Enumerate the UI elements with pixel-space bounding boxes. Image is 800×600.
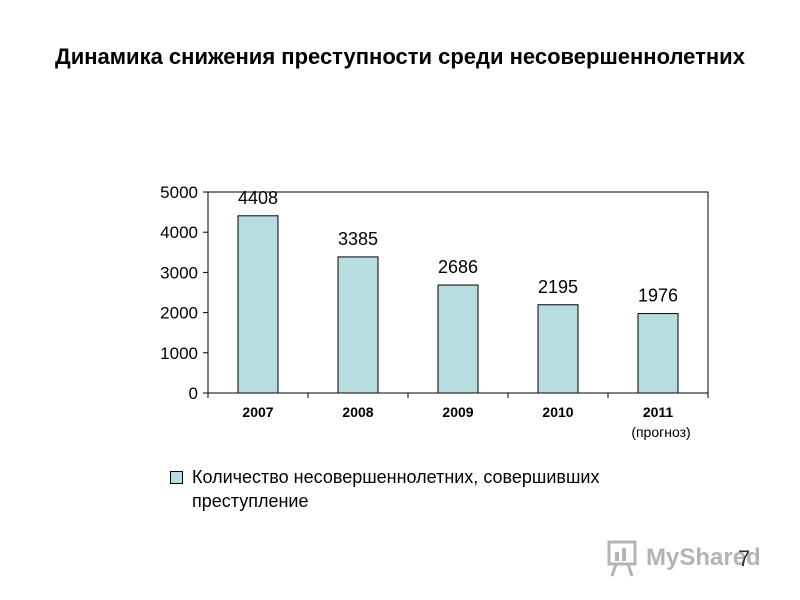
data-labels: 4408 3385 2686 2195 1976	[238, 188, 678, 306]
bar-series	[237, 215, 679, 394]
bar-2009	[437, 284, 479, 394]
y-tick-label: 1000	[160, 344, 198, 363]
bar-2008	[337, 256, 379, 394]
data-label: 4408	[238, 188, 278, 208]
y-tick-label: 2000	[160, 304, 198, 323]
x-tick-label: 2010	[542, 404, 573, 420]
x-tick-label: 2007	[242, 404, 273, 420]
bar-2011	[637, 313, 679, 394]
x-tick-label: 2011	[643, 404, 674, 420]
x-tick-sublabel: (прогноз)	[631, 424, 690, 440]
bar-2010	[537, 304, 579, 394]
x-tick-label: 2009	[442, 404, 473, 420]
y-tick-label: 0	[189, 384, 198, 403]
x-tick-label: 2008	[342, 404, 373, 420]
page-number: 7	[738, 546, 751, 571]
y-axis-ticks: 0 1000 2000 3000 4000 5000	[160, 183, 208, 403]
data-label: 1976	[638, 286, 678, 306]
legend-swatch	[170, 471, 183, 484]
data-label: 3385	[338, 229, 378, 249]
bar-2007	[237, 215, 279, 394]
y-tick-label: 5000	[160, 183, 198, 202]
y-tick-label: 4000	[160, 223, 198, 242]
data-label: 2195	[538, 277, 578, 297]
watermark-logo: MyShared	[606, 538, 766, 578]
data-label: 2686	[438, 257, 478, 277]
presentation-board-icon	[607, 540, 637, 577]
legend-label: Количество несовершеннолетних, совершивш…	[192, 467, 600, 511]
chart-title: Динамика снижения преступности среди нес…	[55, 44, 745, 69]
y-tick-label: 3000	[160, 263, 198, 282]
watermark-text: MyShared	[646, 544, 761, 571]
x-axis-ticks: 2007 2008 2009 2010 2011 (прогноз)	[207, 393, 709, 440]
